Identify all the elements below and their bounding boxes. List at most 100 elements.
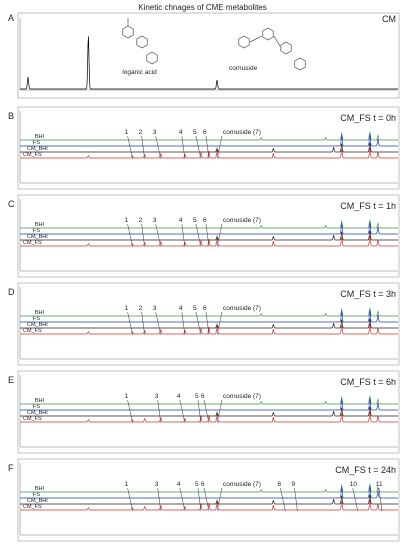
panel-E-trace-label-CM_FS: CM_FS (23, 416, 42, 422)
panel-B-trace-label-CM_FS: CM_FS (23, 152, 42, 158)
panel-B-peak-leader-4 (181, 135, 186, 160)
cornuside-ring-1 (238, 35, 250, 49)
panel-C-peak-leader-5 (195, 223, 202, 248)
panel-D-trace-label-FS: FS (33, 316, 40, 322)
panel-A: A CM loganic acid cornuside (8, 12, 400, 99)
panel-C-frame (17, 194, 400, 278)
panel-E-peak-label-5: 6 (201, 393, 205, 400)
panel-B-trace-CM_FS (20, 147, 398, 159)
cornuside-ring-4 (294, 57, 306, 71)
panel-F-trace-FS (20, 486, 398, 499)
compound-label-cornuside: cornuside (229, 65, 258, 72)
panel-B-peak-leader-6 (205, 135, 210, 160)
panel-F-trace-label-FS: FS (33, 492, 40, 498)
panel-D-trace-FS (20, 310, 398, 323)
panel-E-peak-label-6: cornuside (7) (223, 393, 261, 400)
panel-B-peak-leader-1 (127, 135, 133, 160)
panel-B-trace-label-FS: FS (33, 140, 40, 146)
panel-F-peak-label-5: 6 (201, 481, 205, 488)
panel-D-trace-label-BHI: BHI (35, 310, 45, 316)
panel-B-peak-leader-7 (216, 135, 223, 160)
panel-C-condition: CM_FS t = 1h (340, 201, 396, 211)
panel-F-peak-label-8: 9 (291, 481, 295, 488)
panel-C-trace-label-CM_BHI: CM_BHI (27, 234, 48, 240)
panel-C-trace-label-BHI: BHI (35, 222, 45, 228)
panel-F-peak-label-1: 1 (125, 481, 129, 488)
panel-D-trace-label-CM_FS: CM_FS (23, 328, 42, 334)
panel-D-trace-CM_FS (20, 323, 398, 335)
panel-F-peak-label-9: 10 (350, 481, 358, 488)
panel-C-peak-leader-4 (181, 223, 186, 248)
panel-B-trace-label-BHI: BHI (35, 134, 45, 140)
panel-D-peak-label-2: 2 (139, 305, 143, 312)
cornuside-ring-3 (280, 41, 292, 55)
panel-E-peak-label-4: 5 (195, 393, 199, 400)
panel-B-condition: CM_FS t = 0h (340, 113, 396, 123)
compound-label-loganic-acid: loganic acid (122, 69, 157, 76)
panel-E-trace-label-BHI: BHI (35, 398, 45, 404)
panel-F-peak-leader-10 (378, 487, 383, 512)
panel-C-trace-CM_FS (20, 235, 398, 247)
panel-C-trace-label-FS: FS (33, 228, 40, 234)
panel-C-trace-FS (20, 222, 398, 235)
panel-F-peak-leader-1 (127, 487, 133, 512)
cornuside-bonds (249, 35, 281, 47)
panel-D-condition: CM_FS t = 3h (340, 289, 396, 299)
panel-E-condition: CM_FS t = 6h (340, 377, 396, 387)
panel-F-peak-leader-6 (216, 487, 223, 512)
panel-B-peak-leader-2 (141, 135, 145, 160)
panel-A-condition: CM (382, 14, 396, 24)
panel-B-peak-label-4: 4 (179, 129, 183, 136)
panel-C-peak-leader-2 (141, 223, 145, 248)
panel-D-peak-label-7: cornuside (7) (223, 305, 261, 312)
panel-C-peak-label-7: cornuside (7) (223, 217, 261, 224)
panel-D-peak-leader-2 (141, 311, 145, 336)
panel-E-peak-leader-1 (127, 399, 133, 424)
panel-D-peak-label-4: 4 (179, 305, 183, 312)
panel-F-peak-label-7: 8 (277, 481, 281, 488)
panel-D-peak-label-6: 6 (203, 305, 207, 312)
panel-D-peak-label-1: 1 (125, 305, 129, 312)
panel-F-condition: CM_FS t = 24h (335, 465, 396, 475)
panel-B-peak-label-1: 1 (125, 129, 129, 136)
panel-B-peak-label-3: 3 (153, 129, 157, 136)
panel-B-trace-BHI (20, 131, 398, 141)
panel-E-trace-BHI (20, 395, 398, 405)
panel-F-peak-leader-4 (197, 487, 202, 512)
panel-C-peak-label-2: 2 (139, 217, 143, 224)
loganic-acid-ring-2 (136, 35, 148, 49)
panel-B-peak-leader-5 (195, 135, 202, 160)
panel-C-peak-label-1: 1 (125, 217, 129, 224)
panel-E-trace-FS (20, 398, 398, 411)
panel-E-peak-leader-5 (203, 399, 210, 424)
panel-F-peak-leader-3 (179, 487, 186, 512)
panel-F-peak-label-2: 3 (155, 481, 159, 488)
panel-F-trace-label-CM_FS: CM_FS (23, 504, 42, 510)
panel-D-peak-leader-1 (127, 311, 133, 336)
panel-E-trace-CM_FS (20, 411, 398, 423)
panel-A-frame (17, 12, 400, 99)
panel-C-letter: C (8, 199, 15, 209)
panel-D-trace-BHI (20, 307, 398, 317)
panel-F-peak-leader-5 (203, 487, 210, 512)
panel-B-peak-label-2: 2 (139, 129, 143, 136)
panel-D-peak-leader-3 (155, 311, 161, 336)
panel-B-peak-leader-3 (155, 135, 161, 160)
panel-F-peak-leader-9 (352, 487, 359, 512)
panel-E-letter: E (8, 375, 14, 385)
panel-F-peak-label-3: 4 (177, 481, 181, 488)
panel-C-peak-label-4: 4 (179, 217, 183, 224)
panel-B-peak-label-6: 6 (203, 129, 207, 136)
panel-D-peak-leader-4 (181, 311, 186, 336)
panel-B-trace-label-CM_BHI: CM_BHI (27, 146, 48, 152)
panel-B-peak-label-5: 5 (193, 129, 197, 136)
panel-E-peak-leader-2 (157, 399, 161, 424)
panel-E-trace-label-FS: FS (33, 404, 40, 410)
panel-F-peak-leader-8 (294, 487, 298, 512)
panel-D-peak-leader-5 (195, 311, 202, 336)
